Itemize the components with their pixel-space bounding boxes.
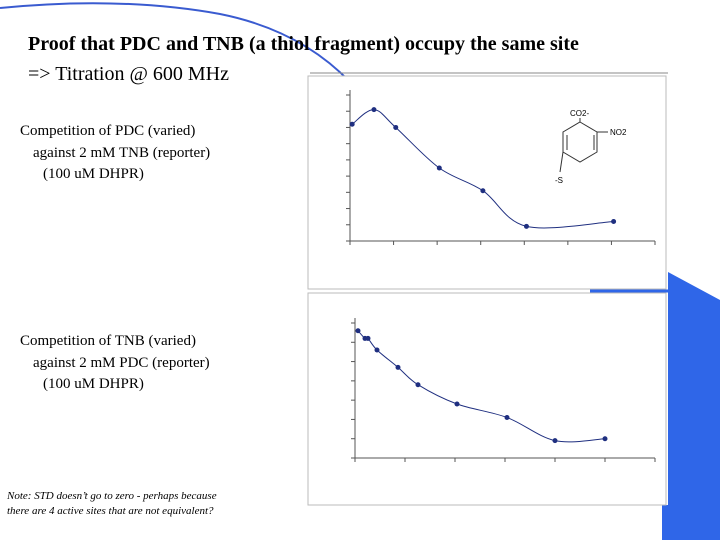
caption: (100 uM DHPR) [43,376,144,392]
note: Note: STD doesn’t go to zero - perhaps b… [6,490,217,502]
point [365,335,371,341]
point [374,347,380,353]
caption: Competition of PDC (varied) [20,123,195,139]
note: there are 4 active sites that are not eq… [7,505,214,517]
slide-subtitle: => Titration @ 600 MHz [28,63,229,85]
point [480,188,486,194]
slide-title: Proof that PDC and TNB (a thiol fragment… [28,33,579,55]
caption: Competition of TNB (varied) [20,333,196,349]
chart-frame [307,292,667,506]
point [415,382,421,388]
point [504,415,510,420]
caption: against 2 mM PDC (reporter) [33,355,210,371]
caption: against 2 mM TNB (reporter) [33,145,210,161]
molecule-label: -S [555,176,563,185]
point [454,401,460,407]
point [371,107,377,113]
point [349,121,355,127]
molecule-label: NO2 [610,128,627,137]
point [602,436,608,442]
point [393,124,399,130]
molecule-label: CO2- [570,109,589,118]
point [355,328,361,334]
caption: (100 uM DHPR) [43,166,144,182]
point [611,219,617,225]
point [552,438,558,444]
chart-frame [307,75,667,290]
point [523,223,529,229]
molecule [559,118,608,173]
point [436,165,442,171]
decor-curve [0,2,351,83]
point [395,364,401,370]
decor-shape [662,272,720,540]
